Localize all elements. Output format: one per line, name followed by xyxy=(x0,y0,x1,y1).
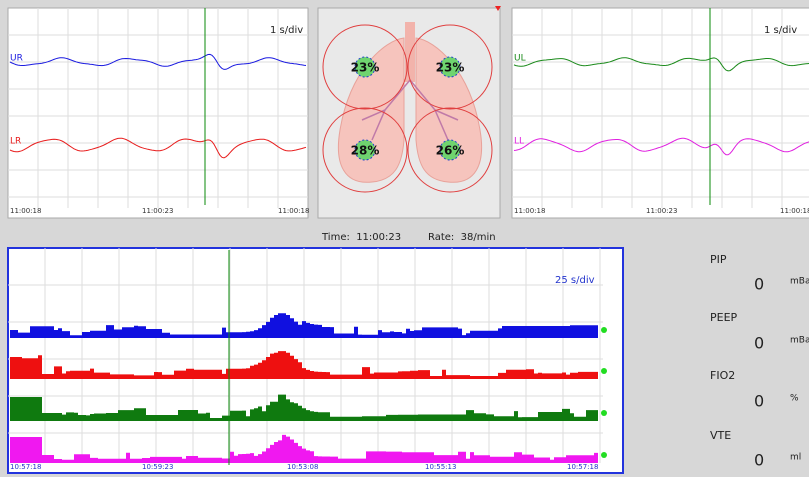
region-percent: 26% xyxy=(436,144,465,158)
region-percent: 23% xyxy=(436,61,465,75)
strip-indicator xyxy=(601,452,607,458)
time-label: 11:00:23 xyxy=(142,207,173,215)
scale-label: 1 s/div xyxy=(764,25,797,36)
time-label: 10:55:13 xyxy=(425,463,456,471)
parameter-label: FIO2 xyxy=(710,369,735,382)
time-status: Time: 11:00:23 xyxy=(321,232,401,243)
time-label: 10:57:18 xyxy=(567,463,598,471)
strip-indicator xyxy=(601,368,607,374)
time-label: 11:00:18 xyxy=(278,207,309,215)
time-label: 11:00:18 xyxy=(514,207,545,215)
parameter-unit: ml xyxy=(790,453,801,463)
time-label: 11:00:18 xyxy=(10,207,41,215)
parameter-label: VTE xyxy=(710,429,731,442)
parameter-value: 0 xyxy=(754,275,764,294)
strip-indicator xyxy=(601,410,607,416)
parameter-label: PEEP xyxy=(710,311,738,324)
parameter-value: 0 xyxy=(754,392,764,411)
left-lung-panel xyxy=(512,8,809,218)
channel-label: UL xyxy=(514,54,526,64)
region-percent: 23% xyxy=(351,61,380,75)
scale-label: 1 s/div xyxy=(270,25,303,36)
trend-panel xyxy=(8,248,623,473)
channel-label: LL xyxy=(514,137,524,147)
time-label: 10:53:08 xyxy=(287,463,318,471)
scale-label: 25 s/div xyxy=(555,275,595,286)
time-label: 10:59:23 xyxy=(142,463,173,471)
time-label: 11:00:23 xyxy=(646,207,677,215)
parameter-unit: % xyxy=(790,394,799,404)
parameter-label: PIP xyxy=(710,253,727,266)
time-label: 10:57:18 xyxy=(10,463,41,471)
rate-status: Rate: 38/min xyxy=(428,232,496,243)
channel-label: LR xyxy=(10,137,21,147)
monitor-screen: 23% 23% 28% 26% 1 s/div UR LR 11:00:18 11:00:23… xyxy=(0,0,809,477)
channel-label: UR xyxy=(10,54,23,64)
parameter-unit: mBar xyxy=(790,336,809,346)
region-percent: 28% xyxy=(351,144,380,158)
parameter-unit: mBar xyxy=(790,277,809,287)
strip-indicator xyxy=(601,327,607,333)
parameter-value: 0 xyxy=(754,451,764,470)
time-label: 11:00:18 xyxy=(780,207,809,215)
parameter-value: 0 xyxy=(754,334,764,353)
